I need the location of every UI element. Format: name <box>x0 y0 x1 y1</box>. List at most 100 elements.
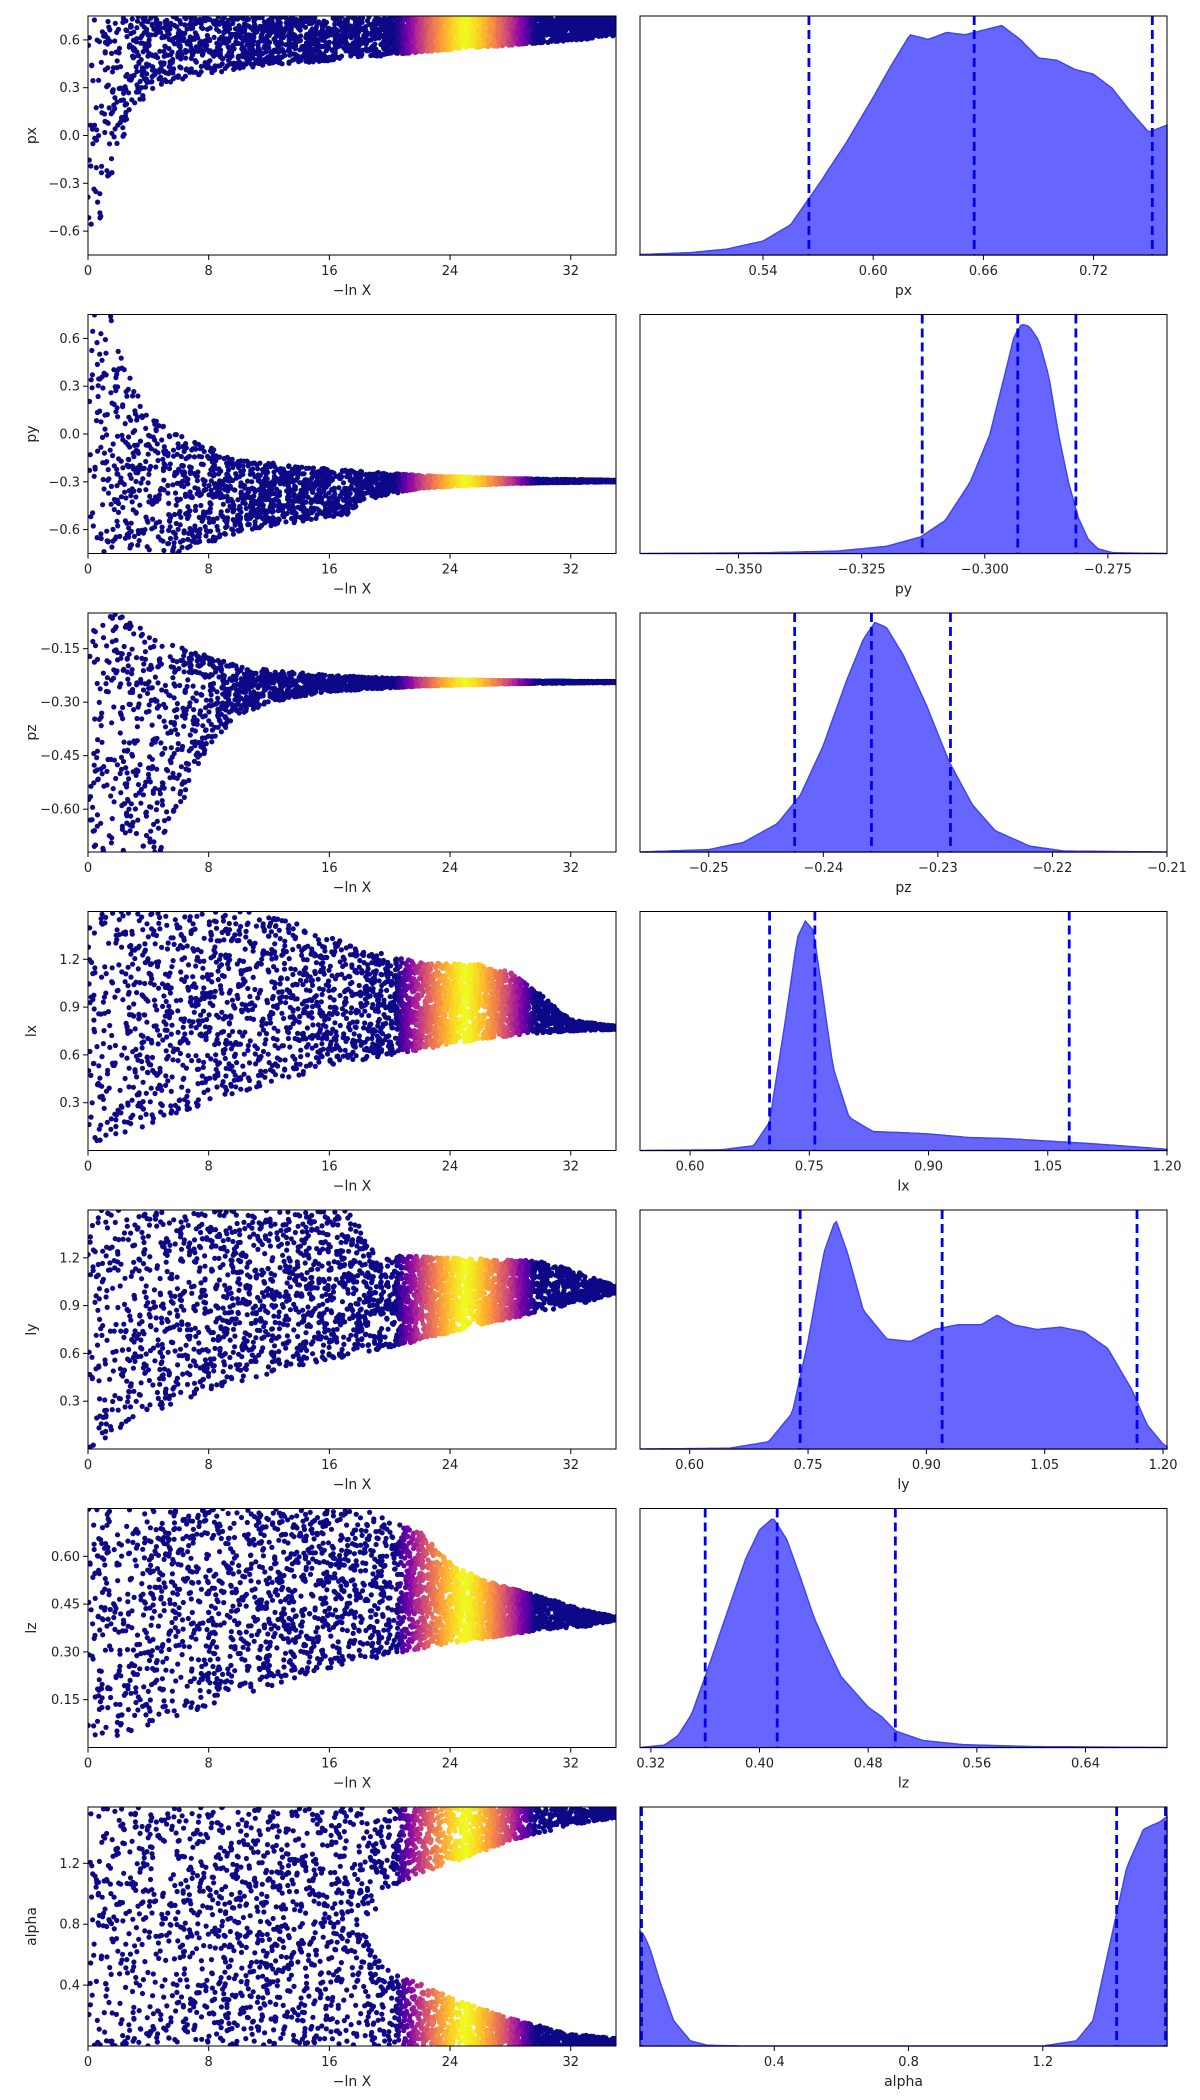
sample-point <box>375 470 381 476</box>
sample-point <box>411 48 417 54</box>
sample-point <box>144 61 150 67</box>
sample-point <box>153 18 159 24</box>
sample-point <box>376 49 382 55</box>
sample-points <box>88 314 616 554</box>
sample-point <box>559 25 565 31</box>
sample-point <box>102 412 108 418</box>
sample-point <box>352 22 358 28</box>
sample-point <box>324 57 331 64</box>
sample-point <box>251 460 257 466</box>
sample-point <box>145 451 151 457</box>
sample-point <box>544 17 550 23</box>
sample-point <box>450 40 456 46</box>
sample-point <box>192 20 199 27</box>
sample-point <box>488 29 495 35</box>
sample-point <box>418 16 424 20</box>
sample-point <box>88 42 92 48</box>
sample-point <box>93 188 99 195</box>
sample-point <box>101 549 107 554</box>
sample-point <box>427 29 434 35</box>
sample-point <box>251 51 257 57</box>
sample-point <box>128 30 134 37</box>
sample-point <box>147 493 153 499</box>
sample-point <box>88 194 91 200</box>
sample-point <box>560 38 566 44</box>
sample-point <box>157 48 163 54</box>
sample-point <box>384 25 390 31</box>
scatter-panel-px: 0 8 16 24 32−0.6−0.30.00.30.6px−ln X <box>24 15 617 299</box>
sample-point <box>170 548 176 554</box>
sample-point <box>608 25 615 31</box>
sample-point <box>139 65 145 71</box>
sample-point <box>188 26 194 32</box>
sample-point <box>453 23 459 30</box>
sample-point <box>138 40 144 46</box>
sample-point <box>182 22 188 28</box>
sample-point <box>513 37 519 43</box>
sample-point <box>252 16 258 23</box>
sample-point <box>105 82 111 88</box>
sample-point <box>143 458 149 465</box>
sample-point <box>426 20 432 26</box>
sample-point <box>416 44 422 51</box>
sample-point <box>272 16 278 20</box>
sample-point <box>294 20 300 26</box>
sample-point <box>152 71 158 78</box>
sample-point <box>300 44 306 50</box>
sample-point <box>96 133 102 139</box>
sample-point <box>502 30 508 36</box>
sample-point <box>461 19 467 25</box>
sample-point <box>178 453 184 460</box>
sample-point <box>303 57 310 63</box>
sample-point <box>117 119 123 125</box>
sample-point <box>343 39 349 45</box>
sample-point <box>252 29 258 36</box>
sample-point <box>114 140 120 146</box>
sample-point <box>129 53 136 59</box>
sample-point <box>199 52 205 58</box>
sample-point <box>264 55 270 61</box>
sample-point <box>263 49 269 55</box>
sample-point <box>297 16 304 22</box>
sample-point <box>519 36 525 42</box>
sample-point <box>109 400 115 406</box>
sample-point <box>245 459 251 465</box>
sample-point <box>602 31 608 37</box>
sample-point <box>112 126 118 132</box>
sample-point <box>414 23 420 29</box>
sample-point <box>144 30 150 36</box>
sample-point <box>409 19 415 25</box>
sample-point <box>142 84 149 90</box>
sample-point <box>134 417 140 423</box>
sample-point <box>311 505 317 511</box>
sample-point <box>115 348 121 354</box>
sample-point <box>547 22 554 28</box>
sample-point <box>251 38 257 44</box>
sample-point <box>449 46 455 52</box>
sample-point <box>90 328 96 334</box>
sample-point <box>192 507 199 513</box>
sample-point <box>468 24 474 30</box>
sample-point <box>270 21 276 27</box>
sample-point <box>332 21 338 27</box>
sample-point <box>601 20 607 26</box>
sample-point <box>141 48 147 54</box>
sample-point <box>190 51 196 57</box>
sample-point <box>134 18 141 24</box>
sample-point <box>230 508 237 514</box>
sample-point <box>584 16 590 21</box>
sample-point <box>175 74 181 80</box>
sample-point <box>121 131 127 137</box>
sample-point <box>115 523 121 529</box>
sample-point <box>507 17 513 23</box>
sample-point <box>105 173 111 179</box>
sample-point <box>183 55 189 61</box>
sample-point <box>499 39 506 46</box>
sample-point <box>419 29 425 35</box>
sample-point <box>130 393 136 399</box>
sample-point <box>581 33 588 40</box>
sample-point <box>106 141 113 147</box>
sample-point <box>201 448 207 455</box>
sample-point <box>306 465 312 471</box>
